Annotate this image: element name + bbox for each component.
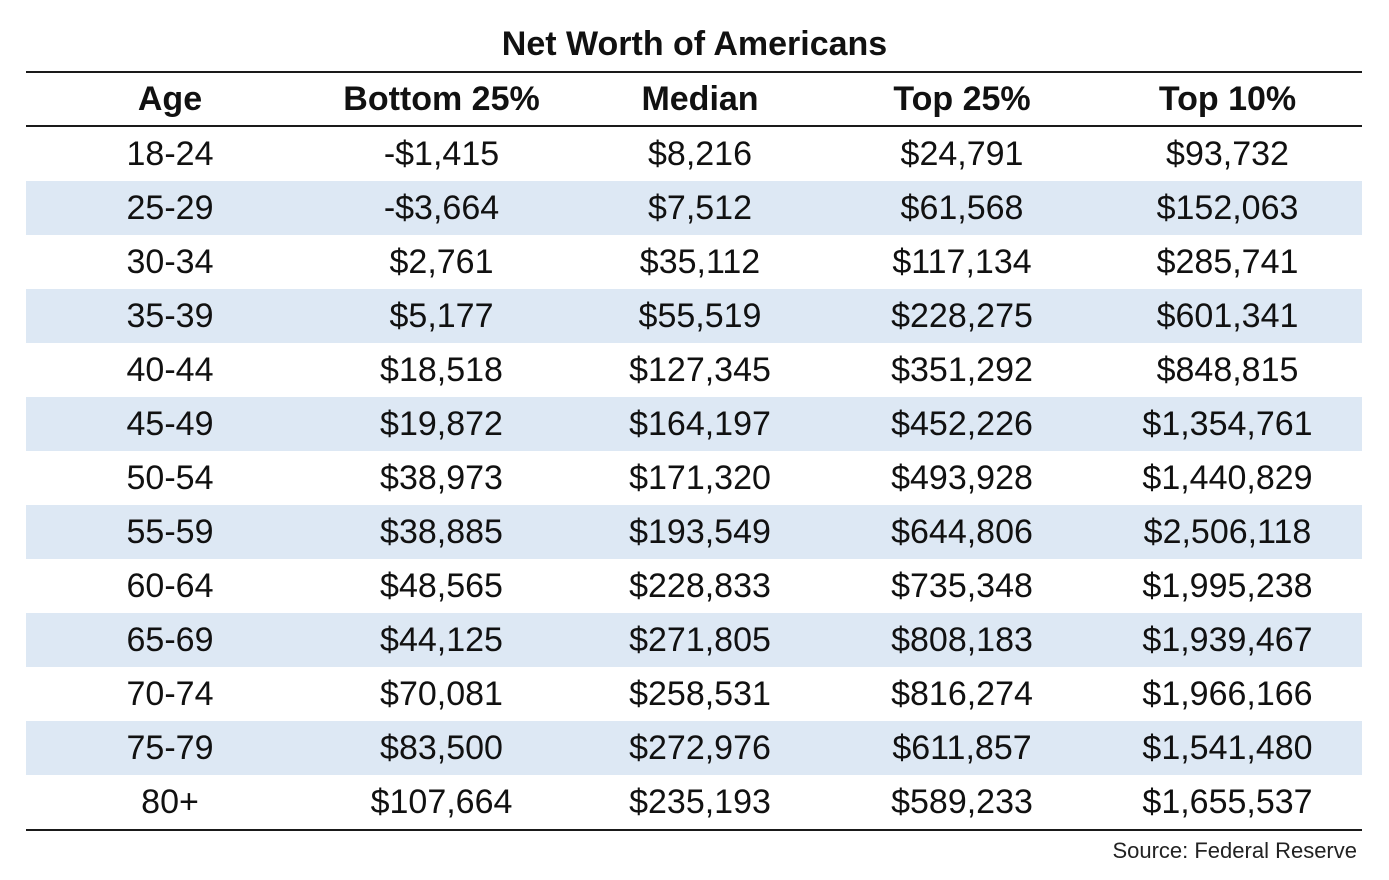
median-cell: $193,549 [629, 512, 771, 551]
table-row: 35-39 $5,177 $55,519 $228,275 $601,341 [26, 289, 1362, 343]
median-cell: $8,216 [648, 134, 752, 173]
top-25-cell: $24,791 [900, 134, 1024, 173]
top-10-cell: $1,939,467 [1142, 620, 1313, 659]
top-25-cell: $808,183 [891, 620, 1033, 659]
table-header: Age Bottom 25% Median Top 25% Top 10% [26, 72, 1362, 126]
age-cell: 30-34 [126, 242, 214, 281]
table-row: 30-34 $2,761 $35,112 $117,134 $285,741 [26, 235, 1362, 289]
age-cell: 75-79 [126, 728, 214, 767]
top-25-cell: $351,292 [891, 350, 1033, 389]
bottom-25-cell: $18,518 [380, 350, 503, 389]
top-10-cell: $152,063 [1156, 188, 1299, 227]
bottom-25-cell: $5,177 [389, 296, 494, 335]
top-10-cell: $285,741 [1156, 242, 1299, 281]
top-10-cell: $1,541,480 [1142, 728, 1313, 767]
column-header-bottom-25: Bottom 25% [343, 79, 540, 118]
table-row: 18-24 -$1,415 $8,216 $24,791 $93,732 [26, 126, 1362, 181]
bottom-25-cell: $38,885 [380, 512, 503, 551]
table-row: 45-49 $19,872 $164,197 $452,226 $1,354,761 [26, 397, 1362, 451]
table-body: 18-24 -$1,415 $8,216 $24,791 $93,732 25-29 -$3… [26, 126, 1362, 830]
table-title: Net Worth of Americans [501, 25, 888, 63]
median-cell: $35,112 [639, 242, 761, 281]
median-cell: $171,320 [629, 458, 771, 497]
median-cell: $7,512 [648, 188, 752, 227]
bottom-25-cell: $107,664 [370, 782, 513, 821]
table-row: 50-54 $38,973 $171,320 $493,928 $1,440,829 [26, 451, 1362, 505]
header-row: Age Bottom 25% Median Top 25% Top 10% [26, 72, 1362, 126]
median-cell: $127,345 [629, 350, 771, 389]
top-25-cell: $228,275 [891, 296, 1033, 335]
bottom-25-cell: -$1,415 [383, 134, 500, 173]
column-header-top-10: Top 10% [1158, 79, 1297, 118]
age-cell: 80+ [141, 782, 199, 821]
median-cell: $228,833 [629, 566, 771, 605]
median-cell: $164,197 [629, 404, 771, 443]
age-cell: 18-24 [126, 134, 214, 173]
top-25-cell: $816,274 [891, 674, 1033, 713]
age-cell: 50-54 [126, 458, 214, 497]
table-row: 80+ $107,664 $235,193 $589,233 $1,655,537 [26, 775, 1362, 830]
bottom-25-cell: $83,500 [380, 728, 503, 767]
age-cell: 25-29 [126, 188, 214, 227]
source-note: Source: Federal Reserve [1112, 838, 1357, 863]
top-10-cell: $2,506,118 [1143, 512, 1312, 551]
table-row: 75-79 $83,500 $272,976 $611,857 $1,541,480 [26, 721, 1362, 775]
median-cell: $271,805 [629, 620, 771, 659]
median-cell: $55,519 [638, 296, 762, 335]
bottom-25-cell: $38,973 [380, 458, 503, 497]
age-cell: 40-44 [126, 350, 214, 389]
age-cell: 45-49 [126, 404, 214, 443]
top-25-cell: $589,233 [891, 782, 1033, 821]
bottom-25-cell: $44,125 [380, 620, 503, 659]
column-header-age: Age [137, 79, 203, 118]
top-10-cell: $1,966,166 [1142, 674, 1313, 713]
top-10-cell: $1,440,829 [1142, 458, 1313, 497]
top-25-cell: $61,568 [900, 188, 1024, 227]
column-header-median: Median [641, 79, 759, 118]
bottom-25-cell: $19,872 [380, 404, 503, 443]
median-cell: $272,976 [629, 728, 771, 767]
top-10-cell: $1,655,537 [1142, 782, 1313, 821]
net-worth-table: Age Bottom 25% Median Top 25% Top 10% 18… [26, 71, 1362, 831]
bottom-25-cell: $48,565 [380, 566, 503, 605]
median-cell: $235,193 [629, 782, 771, 821]
top-10-cell: $1,995,238 [1142, 566, 1313, 605]
top-10-cell: $848,815 [1156, 350, 1299, 389]
age-cell: 60-64 [126, 566, 214, 605]
top-10-cell: $1,354,761 [1142, 404, 1313, 443]
column-header-top-25: Top 25% [893, 79, 1031, 118]
top-10-cell: $93,732 [1166, 134, 1289, 173]
age-cell: 70-74 [126, 674, 214, 713]
table-row: 65-69 $44,125 $271,805 $808,183 $1,939,467 [26, 613, 1362, 667]
top-25-cell: $452,226 [891, 404, 1033, 443]
net-worth-table-container: Age Bottom 25% Median Top 25% Top 10% 18… [26, 71, 1362, 831]
median-cell: $258,531 [629, 674, 771, 713]
age-cell: 65-69 [126, 620, 214, 659]
bottom-25-cell: $2,761 [389, 242, 494, 281]
top-25-cell: $644,806 [891, 512, 1033, 551]
top-10-cell: $601,341 [1156, 296, 1299, 335]
age-cell: 35-39 [126, 296, 214, 335]
age-cell: 55-59 [126, 512, 214, 551]
bottom-25-cell: $70,081 [380, 674, 503, 713]
table-row: 55-59 $38,885 $193,549 $644,806 $2,506,118 [26, 505, 1362, 559]
table-row: 25-29 -$3,664 $7,512 $61,568 $152,063 [26, 181, 1362, 235]
top-25-cell: $735,348 [891, 566, 1033, 605]
table-row: 40-44 $18,518 $127,345 $351,292 $848,815 [26, 343, 1362, 397]
top-25-cell: $611,857 [892, 728, 1032, 767]
table-row: 70-74 $70,081 $258,531 $816,274 $1,966,166 [26, 667, 1362, 721]
top-25-cell: $493,928 [891, 458, 1033, 497]
top-25-cell: $117,134 [892, 242, 1032, 281]
table-row: 60-64 $48,565 $228,833 $735,348 $1,995,238 [26, 559, 1362, 613]
bottom-25-cell: -$3,664 [383, 188, 500, 227]
